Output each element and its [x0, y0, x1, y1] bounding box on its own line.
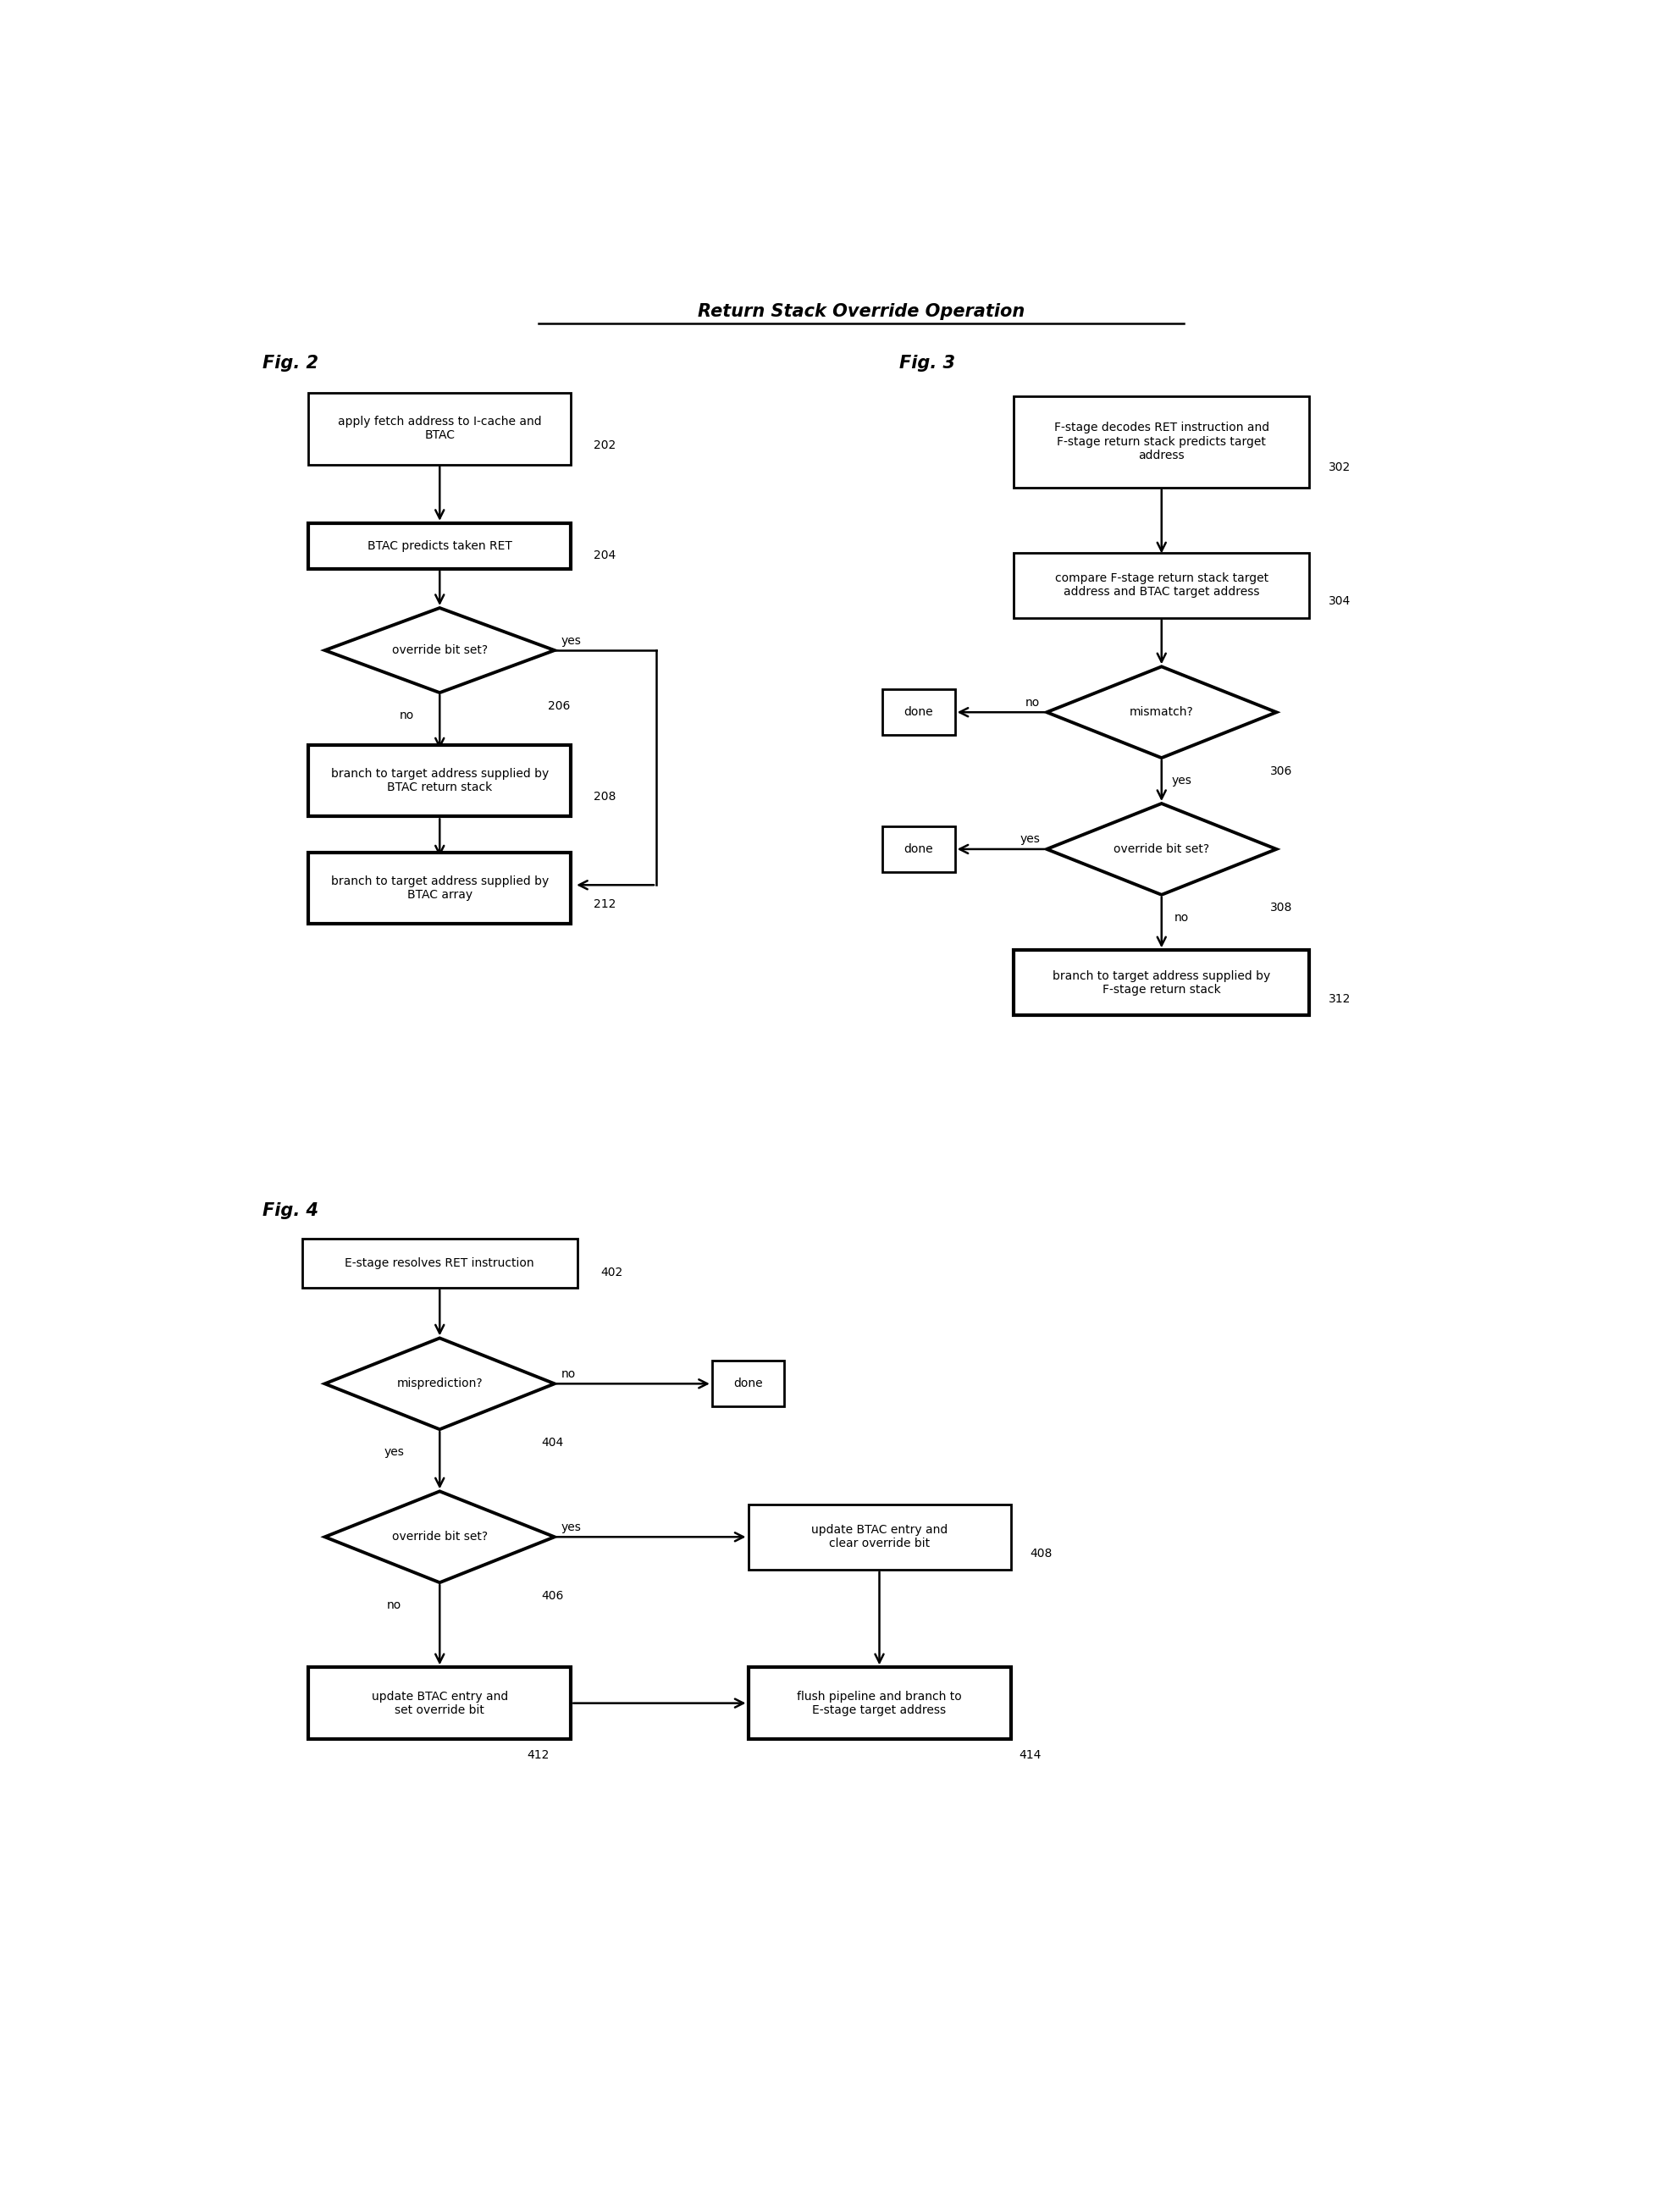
Text: compare F-stage return stack target
address and BTAC target address: compare F-stage return stack target addr… [1055, 573, 1268, 597]
Text: 204: 204 [595, 551, 617, 562]
Text: Return Stack Override Operation: Return Stack Override Operation [697, 302, 1025, 319]
Text: done: done [904, 707, 934, 718]
Text: 406: 406 [541, 1591, 564, 1602]
FancyBboxPatch shape [309, 745, 571, 817]
FancyBboxPatch shape [1015, 397, 1309, 487]
FancyBboxPatch shape [309, 392, 571, 465]
Text: 312: 312 [1329, 994, 1351, 1005]
Text: 402: 402 [600, 1267, 623, 1278]
Text: 212: 212 [595, 899, 617, 910]
Text: override bit set?: override bit set? [1114, 844, 1210, 855]
Text: branch to target address supplied by
F-stage return stack: branch to target address supplied by F-s… [1053, 969, 1270, 996]
Text: 302: 302 [1329, 463, 1351, 474]
Text: no: no [1025, 696, 1040, 709]
Text: done: done [734, 1377, 763, 1390]
FancyBboxPatch shape [309, 853, 571, 923]
Text: mismatch?: mismatch? [1129, 707, 1193, 718]
Text: update BTAC entry and
set override bit: update BTAC entry and set override bit [371, 1690, 507, 1716]
Text: 208: 208 [595, 791, 617, 802]
Text: yes: yes [1171, 775, 1191, 786]
FancyBboxPatch shape [309, 1668, 571, 1738]
FancyBboxPatch shape [1015, 553, 1309, 617]
FancyBboxPatch shape [1015, 949, 1309, 1016]
Text: 412: 412 [528, 1749, 549, 1760]
Text: 408: 408 [1030, 1547, 1053, 1560]
Polygon shape [1047, 804, 1277, 894]
Text: 202: 202 [595, 438, 617, 452]
FancyBboxPatch shape [748, 1505, 1011, 1569]
Text: update BTAC entry and
clear override bit: update BTAC entry and clear override bit [811, 1524, 948, 1549]
Polygon shape [324, 608, 554, 692]
Text: E-stage resolves RET instruction: E-stage resolves RET instruction [344, 1258, 534, 1269]
Text: override bit set?: override bit set? [391, 643, 487, 656]
FancyBboxPatch shape [309, 522, 571, 568]
FancyBboxPatch shape [748, 1668, 1011, 1738]
FancyBboxPatch shape [882, 826, 954, 872]
Text: BTAC predicts taken RET: BTAC predicts taken RET [368, 540, 512, 553]
Text: Fig. 3: Fig. 3 [899, 355, 954, 372]
Text: F-stage decodes RET instruction and
F-stage return stack predicts target
address: F-stage decodes RET instruction and F-st… [1053, 423, 1268, 460]
Text: flush pipeline and branch to
E-stage target address: flush pipeline and branch to E-stage tar… [796, 1690, 963, 1716]
FancyBboxPatch shape [712, 1361, 785, 1406]
Text: branch to target address supplied by
BTAC array: branch to target address supplied by BTA… [331, 875, 549, 901]
Text: override bit set?: override bit set? [391, 1531, 487, 1542]
FancyBboxPatch shape [302, 1238, 578, 1287]
Text: 308: 308 [1270, 901, 1292, 914]
Text: 304: 304 [1329, 595, 1351, 608]
Polygon shape [324, 1491, 554, 1582]
Text: yes: yes [561, 634, 581, 645]
Text: done: done [904, 844, 934, 855]
Text: apply fetch address to I-cache and
BTAC: apply fetch address to I-cache and BTAC [338, 416, 541, 441]
Text: no: no [561, 1368, 576, 1379]
Text: no: no [386, 1599, 402, 1610]
Text: 414: 414 [1020, 1749, 1042, 1760]
Text: misprediction?: misprediction? [396, 1377, 482, 1390]
Polygon shape [1047, 668, 1277, 758]
Polygon shape [324, 1337, 554, 1430]
FancyBboxPatch shape [882, 690, 954, 736]
Text: branch to target address supplied by
BTAC return stack: branch to target address supplied by BTA… [331, 769, 549, 793]
Text: 404: 404 [541, 1436, 563, 1447]
Text: 306: 306 [1270, 764, 1292, 778]
Text: yes: yes [1020, 833, 1040, 846]
Text: Fig. 4: Fig. 4 [262, 1203, 319, 1220]
Text: no: no [400, 709, 415, 720]
Text: Fig. 2: Fig. 2 [262, 355, 319, 372]
Text: 206: 206 [548, 701, 570, 712]
Text: no: no [1174, 912, 1188, 923]
Text: yes: yes [561, 1522, 581, 1533]
Text: yes: yes [383, 1445, 403, 1458]
